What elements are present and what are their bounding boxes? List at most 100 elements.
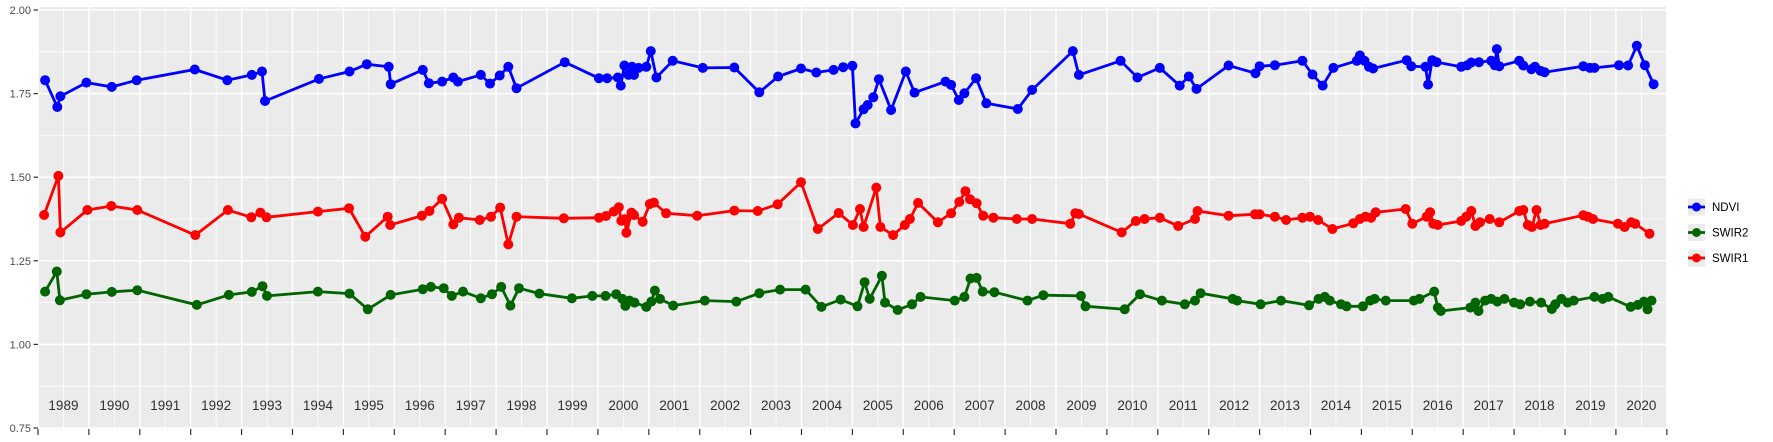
data-point-SWIR1	[1432, 220, 1443, 230]
data-point-SWIR1	[904, 214, 915, 224]
data-point-NDVI	[1132, 72, 1143, 83]
data-point-SWIR2	[959, 291, 970, 302]
data-point-SWIR1	[1531, 205, 1542, 215]
data-point-SWIR1	[1130, 216, 1141, 226]
data-point-NDVI	[862, 100, 873, 110]
data-point-NDVI	[838, 62, 849, 73]
data-point-NDVI	[959, 88, 970, 99]
series-NDVI	[40, 40, 1659, 129]
legend-key-point-SWIR2	[1692, 228, 1701, 237]
data-point-SWIR2	[385, 289, 396, 300]
data-point-NDVI	[452, 76, 463, 87]
data-point-SWIR1	[1269, 211, 1280, 222]
data-point-SWIR2	[438, 283, 449, 294]
y-axis-tick-label: 1.00	[10, 339, 31, 351]
data-point-SWIR2	[1473, 306, 1484, 316]
data-point-SWIR2	[668, 300, 679, 311]
data-point-SWIR1	[382, 211, 393, 222]
data-point-NDVI	[697, 62, 708, 73]
data-point-NDVI	[1539, 67, 1550, 78]
data-point-SWIR1	[648, 197, 659, 208]
data-point-SWIR2	[191, 299, 202, 310]
data-point-SWIR1	[619, 214, 630, 225]
data-point-SWIR2	[425, 281, 436, 292]
data-point-SWIR1	[474, 215, 485, 225]
data-point-SWIR1	[1223, 210, 1234, 221]
data-point-NDVI	[593, 73, 604, 84]
data-point-SWIR1	[1011, 214, 1022, 224]
data-point-NDVI	[1012, 104, 1023, 114]
x-axis-year-label: 2004	[812, 398, 843, 413]
data-point-SWIR2	[731, 296, 742, 307]
x-axis-year-label: 2020	[1626, 398, 1656, 413]
data-point-NDVI	[615, 80, 626, 91]
data-point-NDVI	[847, 60, 858, 71]
data-point-NDVI	[1269, 60, 1280, 71]
data-point-NDVI	[475, 69, 486, 80]
data-point-NDVI	[946, 79, 957, 90]
data-point-SWIR2	[1190, 295, 1200, 306]
data-point-NDVI	[1191, 83, 1202, 94]
data-point-NDVI	[1431, 57, 1442, 68]
data-point-SWIR2	[1568, 295, 1579, 306]
data-point-SWIR1	[1154, 212, 1165, 223]
data-point-NDVI	[1183, 71, 1194, 82]
data-point-SWIR1	[932, 217, 943, 228]
data-point-SWIR2	[835, 294, 846, 305]
data-point-SWIR1	[55, 227, 66, 238]
x-axis-year-label: 2017	[1474, 398, 1504, 413]
legend-key-point-NDVI	[1692, 202, 1701, 212]
data-point-SWIR1	[1539, 218, 1550, 229]
data-point-SWIR1	[971, 198, 982, 209]
x-axis-year-label: 1993	[252, 398, 282, 413]
data-point-SWIR1	[1518, 205, 1529, 215]
data-point-NDVI	[361, 59, 372, 70]
data-point-SWIR1	[437, 193, 448, 204]
data-point-SWIR1	[913, 197, 924, 208]
data-point-NDVI	[1307, 69, 1318, 80]
x-axis-year-label: 2001	[659, 398, 689, 413]
data-point-SWIR1	[1526, 222, 1537, 232]
data-point-SWIR2	[629, 297, 640, 308]
data-point-SWIR1	[1484, 214, 1495, 224]
data-point-SWIR2	[246, 286, 257, 297]
data-point-SWIR2	[1357, 301, 1368, 312]
data-point-SWIR2	[1638, 296, 1649, 307]
data-point-SWIR1	[82, 205, 93, 215]
x-axis-year-label: 2007	[965, 398, 995, 413]
x-axis-year-label: 2006	[914, 398, 944, 413]
x-axis-year-label: 1996	[405, 398, 435, 413]
data-point-SWIR2	[876, 270, 887, 281]
data-point-SWIR1	[954, 196, 965, 207]
data-point-NDVI	[828, 64, 839, 75]
data-point-SWIR1	[1407, 218, 1418, 229]
data-point-NDVI	[1639, 60, 1650, 71]
data-point-SWIR2	[1524, 296, 1535, 307]
x-axis-year-label: 1989	[48, 398, 78, 413]
x-axis-year-label: 2003	[761, 398, 791, 413]
data-point-SWIR2	[977, 286, 988, 297]
data-point-NDVI	[873, 74, 884, 85]
data-point-NDVI	[1073, 69, 1084, 80]
data-point-SWIR2	[106, 286, 117, 297]
data-point-NDVI	[52, 102, 63, 112]
data-point-SWIR1	[1475, 217, 1485, 228]
data-point-NDVI	[645, 46, 656, 57]
data-point-SWIR2	[132, 285, 143, 296]
data-point-SWIR1	[1400, 204, 1411, 214]
data-point-SWIR2	[864, 293, 875, 304]
data-point-SWIR2	[51, 266, 62, 277]
data-point-NDVI	[1494, 61, 1505, 72]
data-point-SWIR2	[1255, 299, 1266, 310]
data-point-SWIR2	[344, 288, 355, 299]
data-point-SWIR2	[1080, 301, 1091, 312]
data-point-NDVI	[1474, 57, 1484, 68]
data-point-SWIR2	[907, 299, 917, 310]
data-point-SWIR2	[1232, 295, 1243, 306]
legend-key-point-SWIR1	[1692, 253, 1701, 263]
data-point-SWIR2	[505, 300, 516, 311]
data-point-NDVI	[971, 73, 982, 84]
x-axis-year-label: 1990	[99, 398, 129, 413]
x-axis-year-label: 1991	[150, 398, 180, 413]
